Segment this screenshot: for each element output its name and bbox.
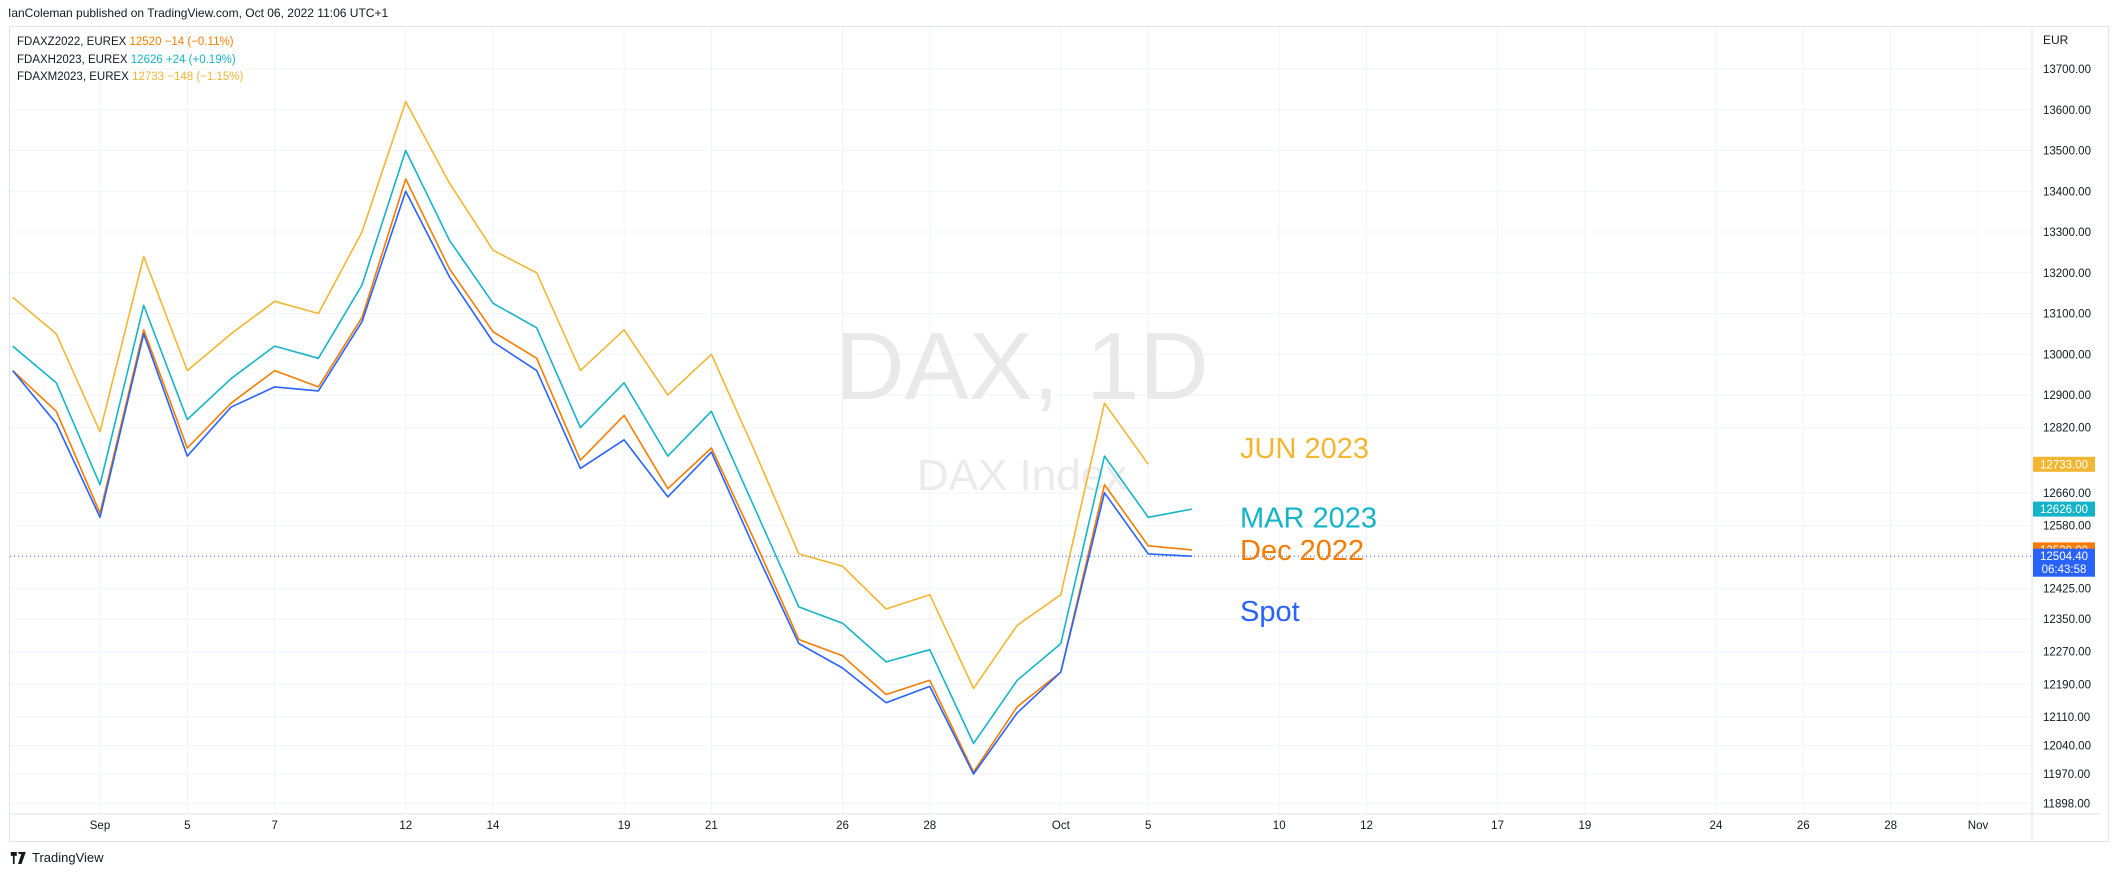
legend-symbol: FDAXZ2022, EUREX [17, 36, 127, 48]
series-line[interactable] [12, 190, 1192, 775]
footer: TradingView [10, 850, 104, 865]
y-tick-label: 12350.00 [2043, 614, 2091, 626]
y-tick-label: 13600.00 [2043, 105, 2091, 117]
x-tick-label: 12 [1360, 820, 1373, 832]
series-label: JUN 2023 [1240, 433, 1369, 465]
x-tick-label: 28 [923, 820, 936, 832]
y-tick-label: 11970.00 [2043, 769, 2090, 781]
legend-change: +24 (+0.19%) [165, 53, 236, 66]
y-tick-label: 11898.00 [2043, 798, 2090, 810]
price-axis-marker-label: 12626.00 [2040, 504, 2088, 516]
price-axis-marker [2033, 548, 2095, 577]
y-tick-label: 13200.00 [2043, 268, 2091, 280]
series-line[interactable] [12, 149, 1193, 745]
x-tick-label: 24 [1710, 820, 1723, 832]
y-tick-label: 12900.00 [2043, 390, 2091, 402]
y-tick-label: 12660.00 [2043, 488, 2091, 500]
y-tick-label: 13100.00 [2043, 309, 2091, 321]
x-tick-label: 26 [836, 820, 849, 832]
price-axis-marker-label: 12733.00 [2040, 459, 2088, 471]
series-line[interactable] [12, 178, 1192, 773]
price-axis-marker [2033, 456, 2095, 472]
y-tick-label: 13300.00 [2043, 227, 2091, 239]
x-tick-label: 17 [1491, 820, 1504, 832]
y-tick-label: 13700.00 [2043, 64, 2091, 76]
x-tick-label: 10 [1273, 820, 1286, 832]
y-tick-label: 12270.00 [2043, 647, 2091, 659]
legend-change: −148 (−1.15%) [167, 71, 244, 83]
legend-price: 12520 [129, 36, 162, 48]
legend-price: 12626 [130, 53, 163, 66]
y-tick-label: 12580.00 [2043, 520, 2091, 532]
legend-row[interactable]: FDAXZ2022, EUREX 12520 −14 (−0.11%) [17, 34, 243, 52]
chart-frame [9, 26, 2109, 842]
y-tick-label: 12425.00 [2043, 584, 2091, 596]
x-tick-label: 21 [705, 820, 718, 832]
series-label: Spot [1240, 596, 1300, 628]
x-tick-label: 14 [487, 820, 500, 832]
y-tick-label: 13400.00 [2043, 186, 2091, 198]
x-tick-label: 5 [1145, 820, 1151, 832]
x-tick-label: 19 [1579, 820, 1592, 832]
tradingview-logo-icon[interactable] [10, 851, 27, 864]
x-tick-label: 28 [1884, 820, 1897, 832]
x-tick-label: 19 [618, 820, 631, 832]
x-tick-label: 26 [1797, 820, 1810, 832]
legend-symbol: FDAXH2023, EUREX [17, 53, 128, 66]
series-label: Dec 2022 [1240, 535, 1364, 567]
y-tick-label: 13500.00 [2043, 146, 2091, 158]
price-axis-marker-label: 12504.40 [2040, 551, 2088, 563]
y-tick-label: 12110.00 [2043, 712, 2090, 724]
x-tick-label: 5 [184, 820, 190, 832]
y-tick-label: 13000.00 [2043, 349, 2091, 361]
legend-row[interactable]: FDAXH2023, EUREX 12626 +24 (+0.19%) [17, 52, 243, 70]
y-tick-label: 12190.00 [2043, 679, 2091, 691]
legend-change: −14 (−0.11%) [164, 36, 234, 48]
x-tick-label: 12 [399, 820, 412, 832]
x-tick-label: Oct [1052, 820, 1071, 832]
legend-price: 12733 [132, 71, 165, 83]
symbol-legend: FDAXZ2022, EUREX 12520 −14 (−0.11%) FDAX… [17, 34, 243, 87]
legend-symbol: FDAXM2023, EUREX [17, 71, 129, 83]
footer-brand[interactable]: TradingView [32, 850, 104, 865]
x-tick-label: Nov [1968, 820, 1989, 832]
y-tick-label: 12820.00 [2043, 423, 2091, 435]
series-label: MAR 2023 [1240, 502, 1377, 534]
publisher-info: IanColeman published on TradingView.com,… [8, 6, 389, 20]
x-tick-label: 7 [271, 820, 277, 832]
series-line[interactable] [12, 100, 1149, 690]
legend-row[interactable]: FDAXM2023, EUREX 12733 −148 (−1.15%) [17, 69, 243, 87]
currency-label: EUR [2043, 33, 2069, 47]
countdown-label: 06:43:58 [2042, 564, 2087, 576]
x-tick-label: Sep [90, 820, 110, 832]
watermark-title: DAX, 1D [835, 313, 1208, 420]
price-axis-marker [2033, 501, 2095, 517]
y-tick-label: 12040.00 [2043, 740, 2091, 752]
